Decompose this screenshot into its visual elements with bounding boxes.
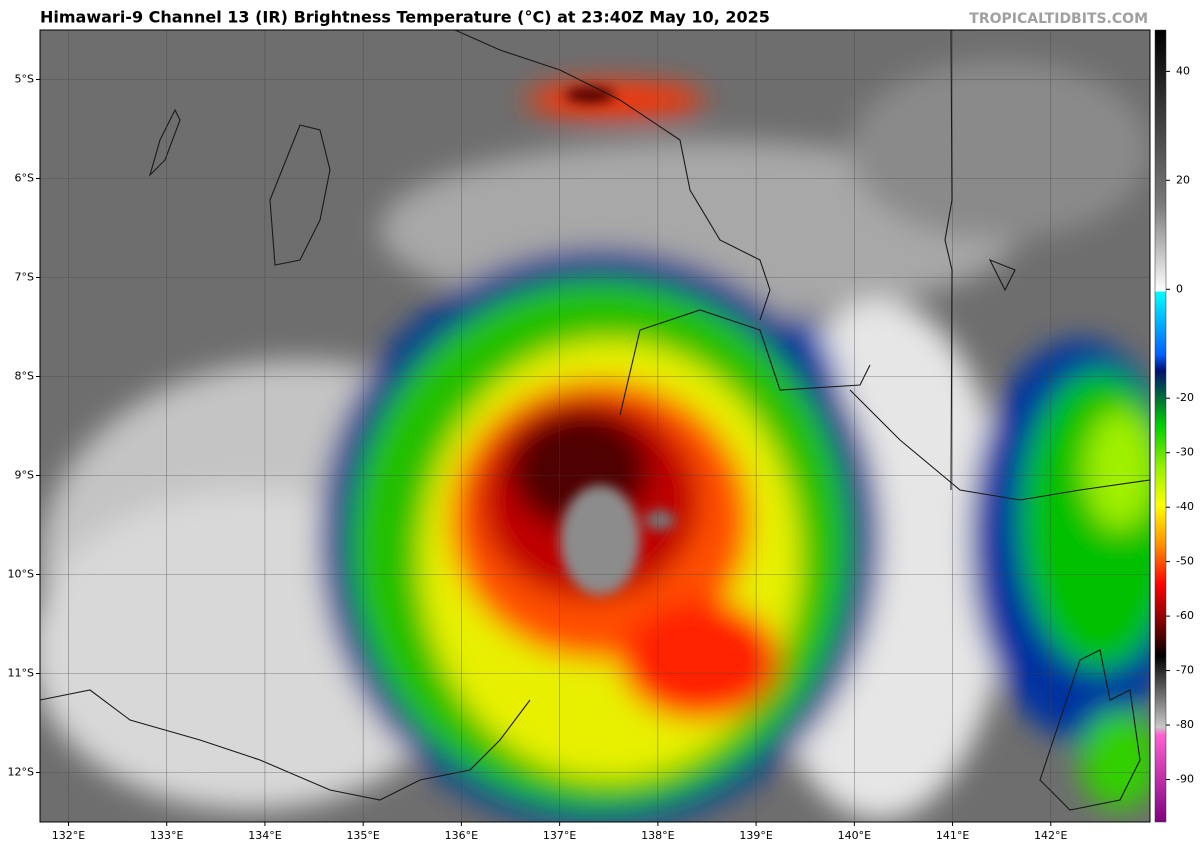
x-tick-label: 139°E <box>739 829 772 842</box>
y-tick-label: 6°S <box>15 172 34 185</box>
colorbar-tick-label: 0 <box>1176 282 1183 295</box>
colorbar-tick-label: -80 <box>1176 718 1194 731</box>
x-tick-label: 132°E <box>52 829 85 842</box>
colorbar-tick-label: -30 <box>1176 446 1194 459</box>
x-tick-label: 141°E <box>936 829 969 842</box>
satellite-image <box>40 30 1150 822</box>
x-tick-label: 142°E <box>1034 829 1067 842</box>
y-tick-label: 11°S <box>8 667 34 680</box>
colorbar-tick-label: -60 <box>1176 609 1194 622</box>
colorbar-tick-label: -90 <box>1176 773 1194 786</box>
colorbar-tick-label: 20 <box>1176 173 1190 186</box>
x-tick-label: 137°E <box>543 829 576 842</box>
x-tick-label: 135°E <box>346 829 379 842</box>
colorbar-tick-label: -50 <box>1176 555 1194 568</box>
x-tick-label: 138°E <box>641 829 674 842</box>
x-tick-label: 133°E <box>150 829 183 842</box>
coastlines <box>40 30 1150 811</box>
map-frame <box>39 29 1151 823</box>
watermark: TROPICALTIDBITS.COM <box>969 11 1148 27</box>
colorbar-tick-label: -20 <box>1176 391 1194 404</box>
x-tick-label: 140°E <box>838 829 871 842</box>
y-tick-label: 9°S <box>15 469 34 482</box>
graticule <box>40 30 1150 822</box>
x-tick-label: 134°E <box>248 829 281 842</box>
colorbar-tick-label: -40 <box>1176 500 1194 513</box>
x-tick-label: 136°E <box>445 829 478 842</box>
colorbar-tick-label: 40 <box>1176 64 1190 77</box>
colorbar <box>1154 29 1167 823</box>
y-tick-label: 8°S <box>15 370 34 383</box>
y-tick-label: 12°S <box>8 766 34 779</box>
y-tick-label: 5°S <box>15 73 34 86</box>
y-tick-label: 10°S <box>8 568 34 581</box>
title: Himawari-9 Channel 13 (IR) Brightness Te… <box>40 8 770 27</box>
y-tick-label: 7°S <box>15 271 34 284</box>
colorbar-tick-label: -70 <box>1176 664 1194 677</box>
